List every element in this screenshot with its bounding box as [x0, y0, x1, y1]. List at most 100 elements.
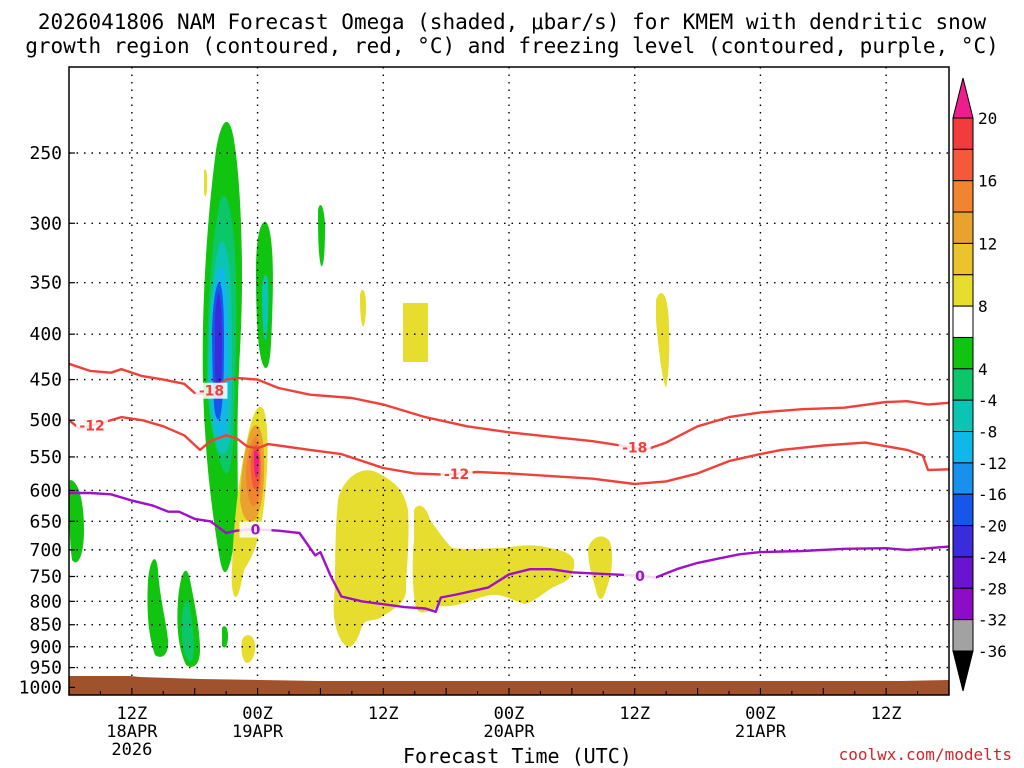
y-tick-label: 450 [29, 370, 62, 391]
colorbar-segment [952, 305, 974, 338]
colorbar-segment [952, 336, 974, 370]
colorbar-label: 16 [978, 172, 997, 191]
x-tick-label: 12Z [116, 704, 147, 724]
colorbar-label: 12 [978, 234, 997, 253]
contour-label: -12 [79, 418, 104, 434]
colorbar-label: -20 [978, 517, 1007, 536]
y-tick-label: 850 [29, 615, 62, 636]
x-tick-year: 2026 [111, 740, 152, 760]
x-tick-label: 00Z [745, 704, 776, 724]
y-tick-label: 300 [29, 213, 62, 234]
colorbar-segment [952, 525, 974, 558]
colorbar-label: -32 [978, 611, 1007, 630]
omega-shade-region [147, 559, 169, 657]
contour-label-bg [76, 417, 109, 434]
contour-line--12 [69, 415, 949, 486]
x-axis-title: Forecast Time (UTC) [403, 744, 632, 768]
omega-shade-region [204, 169, 208, 197]
colorbar-segment [952, 211, 974, 244]
colorbar-segment [952, 274, 974, 307]
colorbar-segment [952, 117, 974, 150]
credit-text[interactable]: coolwx.com/modelts [838, 745, 1012, 764]
colorbar-label: 8 [978, 297, 988, 316]
x-tick-date: 20APR [483, 722, 535, 742]
y-tick-label: 550 [29, 447, 62, 468]
contour-label-bg [195, 382, 228, 399]
y-tick-label: 700 [29, 540, 62, 561]
omega-shade-region [318, 205, 325, 267]
omega-shade-region [403, 303, 428, 362]
grid-lines [69, 67, 949, 695]
omega-shade-region [360, 289, 366, 327]
y-tick-label: 900 [29, 637, 62, 658]
contour-label-bg [440, 465, 473, 482]
omega-shade-region [262, 274, 269, 341]
colorbar-segment [952, 587, 974, 621]
omega-shade-region [222, 626, 228, 648]
contour-label: -12 [444, 467, 469, 483]
colorbar-segment [952, 462, 974, 495]
colorbar-segment [952, 242, 974, 276]
colorbar-label: -16 [978, 485, 1007, 504]
x-tick-date: 19APR [232, 722, 284, 742]
colorbar-label: 20 [978, 109, 997, 128]
colorbar: 20 16 12 8 4 -4 -8 -12 -16 -20 -24 -28 -32 -36 [952, 77, 1007, 692]
y-axis: 2503003504004505005506006507007508008509… [19, 143, 75, 698]
omega-shade-region [241, 635, 256, 663]
y-tick-label: 250 [29, 143, 62, 164]
omega-shade-region [215, 292, 222, 401]
colorbar-label: -28 [978, 579, 1007, 598]
colorbar-label: -12 [978, 454, 1007, 473]
colorbar-label: 4 [978, 360, 988, 379]
colorbar-segment [952, 556, 974, 589]
x-tick-date: 21APR [735, 722, 787, 742]
x-tick-label: 00Z [242, 704, 273, 724]
y-tick-label: 350 [29, 273, 62, 294]
colorbar-label: -8 [978, 423, 997, 442]
y-tick-label: 650 [29, 511, 62, 532]
colorbar-segment [952, 148, 974, 182]
colorbar-top-arrow [952, 77, 974, 119]
chart-title-line-2: growth region (contoured, red, °C) and f… [25, 34, 999, 58]
contour-line-0 [69, 491, 949, 613]
contour-labels: -18 -18 -12 -12 0 0 [76, 382, 656, 585]
x-tick-label: 12Z [619, 704, 650, 724]
contour-line--18 [69, 362, 949, 452]
chart-title-line-1: 2026041806 NAM Forecast Omega (shaded, μ… [37, 10, 987, 34]
contour-label-bg [618, 439, 651, 456]
colorbar-label: -36 [978, 642, 1007, 661]
colorbar-segment [952, 619, 974, 652]
contour-label-bg [239, 521, 272, 538]
omega-shade-region [181, 600, 194, 661]
contour-label: -18 [199, 384, 224, 400]
x-tick-label: 12Z [871, 704, 902, 724]
colorbar-segment [952, 368, 974, 401]
colorbar-segment [952, 399, 974, 433]
colorbar-segment [952, 431, 974, 464]
x-tick-date: 18APR [106, 722, 158, 742]
contour-label: 0 [635, 569, 645, 585]
terrain-strip [69, 676, 949, 695]
omega-shade-region [333, 470, 409, 647]
x-tick-label: 12Z [368, 704, 399, 724]
contour-label: 0 [251, 523, 261, 539]
contour-label: -18 [622, 441, 647, 457]
colorbar-bottom-arrow [952, 650, 974, 692]
y-tick-label: 800 [29, 591, 62, 612]
y-tick-label: 1000 [19, 677, 62, 698]
contour-label-bg [623, 567, 656, 584]
y-tick-label: 400 [29, 324, 62, 345]
y-tick-label: 750 [29, 566, 62, 587]
omega-shade-region [412, 505, 575, 613]
x-tick-label: 00Z [494, 704, 525, 724]
omega-shade-region [588, 536, 613, 600]
y-tick-label: 600 [29, 480, 62, 501]
contour-lines [69, 362, 949, 613]
y-tick-label: 950 [29, 658, 62, 679]
omega-shade-region [656, 293, 670, 388]
colorbar-segment [952, 493, 974, 527]
y-tick-label: 500 [29, 410, 62, 431]
omega-shading [69, 121, 670, 667]
